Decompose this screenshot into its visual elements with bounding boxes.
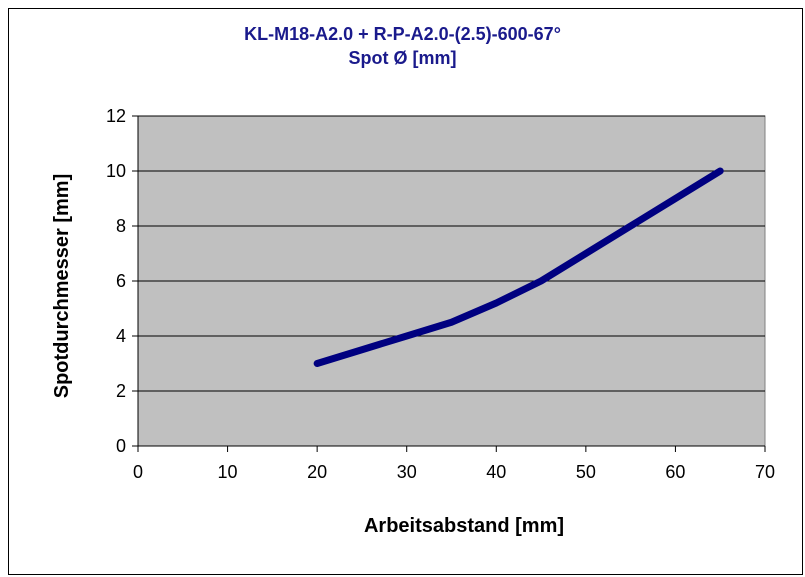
x-tick-label: 0 (133, 462, 143, 482)
y-tick-label: 6 (116, 271, 126, 291)
y-tick-label: 12 (106, 106, 126, 126)
x-tick-label: 20 (307, 462, 327, 482)
x-tick-label: 10 (218, 462, 238, 482)
x-tick-label: 40 (486, 462, 506, 482)
x-tick-label: 30 (397, 462, 417, 482)
chart-frame (8, 8, 803, 575)
y-tick-label: 2 (116, 381, 126, 401)
x-tick-label: 60 (665, 462, 685, 482)
x-tick-label: 70 (755, 462, 775, 482)
y-tick-label: 0 (116, 436, 126, 456)
y-tick-label: 8 (116, 216, 126, 236)
y-axis-label: Spotdurchmesser [mm] (51, 174, 73, 399)
y-tick-label: 10 (106, 161, 126, 181)
x-tick-label: 50 (576, 462, 596, 482)
x-axis-label: Arbeitsabstand [mm] (364, 515, 564, 537)
series-line (313, 167, 724, 367)
chart-subtitle: Spot Ø [mm] (348, 48, 457, 68)
y-tick-label: 4 (116, 326, 126, 346)
chart-title: KL-M18-A2.0 + R-P-A2.0-(2.5)-600-67° (244, 24, 561, 44)
